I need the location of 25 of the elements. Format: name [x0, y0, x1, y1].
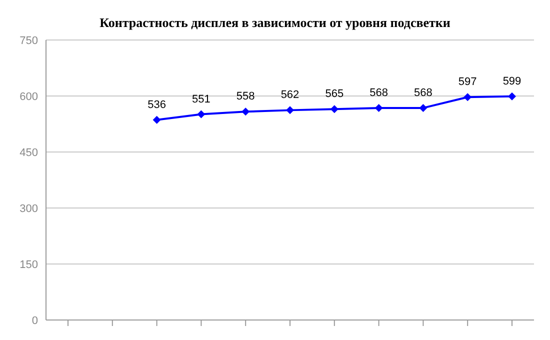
point	[508, 92, 516, 100]
data-label: 599	[502, 75, 522, 88]
y-tick-label: 750	[20, 34, 38, 47]
data-label: 558	[236, 90, 255, 103]
point	[464, 93, 472, 102]
data-label: 562	[280, 89, 300, 102]
point	[330, 105, 338, 114]
y-tick-label: 450	[20, 146, 38, 159]
data-label: 597	[458, 76, 477, 88]
data-label: 551	[192, 93, 210, 106]
y-tick-label: 0	[32, 314, 38, 327]
point	[286, 106, 294, 114]
point	[242, 108, 250, 116]
data-label: 536	[148, 98, 166, 111]
data-label: 565	[325, 88, 344, 100]
data-label: 568	[414, 86, 432, 99]
data-label: 568	[370, 86, 388, 99]
point	[152, 116, 161, 124]
point	[419, 104, 428, 112]
chart-title: Контрастность дисплея в зависимости от уровня подсветки	[98, 14, 452, 32]
y-tick-label: 600	[20, 90, 38, 103]
point	[197, 110, 206, 118]
y-tick-label: 150	[20, 258, 38, 271]
point	[374, 104, 383, 112]
y-tick-label: 300	[20, 202, 38, 215]
